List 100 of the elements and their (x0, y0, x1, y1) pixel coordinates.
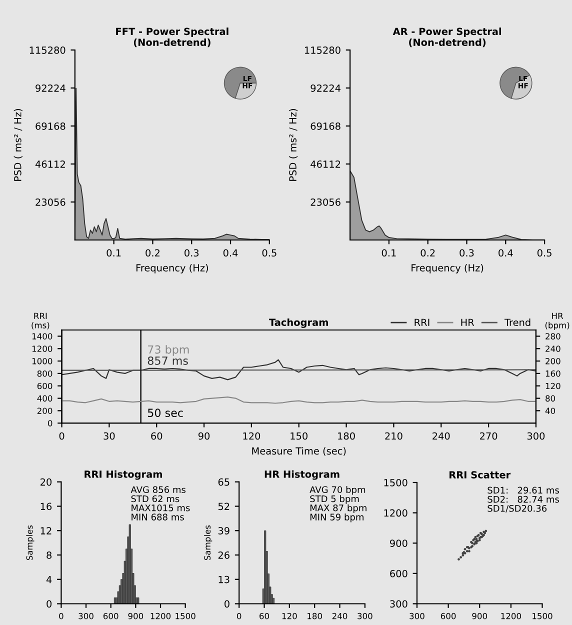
annotation: 73 bpm (148, 345, 189, 356)
x-axis-title: Frequency (Hz) (136, 264, 208, 274)
x-tick-label: 600 (440, 612, 456, 620)
x-tick-label: 900 (128, 612, 144, 620)
y-tick-label: 92224 (310, 84, 340, 92)
annotation: STD 62 ms (131, 495, 180, 502)
x-tick-label: 150 (290, 432, 308, 440)
annotation: SD2: 82.74 ms (488, 496, 559, 503)
y-tick-label: 115280 (30, 46, 66, 54)
chart-title: AR - Power Spectral (Non-detrend) (392, 28, 501, 48)
x-tick-label: 0.3 (184, 249, 199, 257)
y-tick-label: 200 (37, 408, 52, 414)
y2-tick-label: 80 (546, 395, 556, 402)
y-axis-title: PSD ( ms² / Hz) (288, 109, 298, 181)
x-tick-label: 300 (410, 612, 424, 620)
x-tick-label: 0.5 (262, 249, 276, 257)
y-axis-title: PSD ( ms² / Hz) (14, 109, 22, 181)
y-tick-label: 39 (218, 527, 230, 534)
x-tick-label: 0.1 (106, 249, 121, 257)
annotation: 857 ms (148, 356, 188, 365)
y-tick-label: 1000 (32, 358, 52, 364)
y-tick-label: 8 (46, 551, 52, 559)
y-tick-label: 600 (390, 570, 408, 578)
y-tick-label: 800 (37, 370, 52, 377)
x-tick-label: 1500 (176, 612, 196, 620)
x-tick-label: 0.1 (382, 249, 396, 257)
x-tick-label: 0.4 (223, 249, 238, 257)
chart-title: Tachogram (269, 318, 328, 328)
x-tick-label: 180 (338, 432, 355, 440)
y-tick-label: 13 (218, 576, 230, 584)
annotation: STD 5 bpm (310, 495, 359, 504)
annotation: MIN 59 bpm (310, 513, 364, 522)
y-tick-label: 46112 (35, 160, 65, 168)
y-axis-title: Samples (204, 525, 212, 560)
y-axis-title: Samples (26, 525, 34, 560)
x-tick-label: 120 (282, 612, 297, 620)
y-tick-label: 0 (224, 600, 230, 608)
x-tick-label: 60 (260, 612, 270, 620)
y2-tick-label: 120 (546, 382, 560, 390)
y-tick-label: 4 (46, 576, 52, 584)
x-tick-label: 240 (332, 612, 348, 620)
x-tick-label: 210 (385, 432, 402, 440)
x-tick-label: 0.3 (460, 249, 474, 257)
x-axis-title: Frequency (Hz) (412, 264, 484, 274)
x-tick-label: 1200 (501, 612, 521, 620)
x-tick-label: 300 (78, 612, 94, 620)
x-tick-label: 0 (236, 612, 242, 620)
y-tick-label: 52 (218, 502, 230, 510)
x-tick-label: 180 (308, 612, 322, 620)
y-tick-label: 1500 (384, 478, 408, 486)
x-tick-label: 600 (103, 612, 118, 620)
x-tick-label: 0.4 (498, 249, 513, 257)
y-tick-label: 0 (48, 420, 52, 426)
annotation: AVG 70 bpm (310, 486, 366, 495)
x-tick-label: 300 (527, 432, 545, 440)
annotation: MIN 688 ms (132, 514, 184, 520)
y-tick-label: 16 (40, 502, 52, 510)
annotation: SD1: 29.61 ms (488, 486, 559, 494)
y-tick-label: 26 (218, 551, 230, 559)
y-tick-label: 69168 (36, 122, 66, 130)
y2-tick-label: 280 (546, 333, 560, 340)
y-tick-label: 1200 (384, 509, 408, 517)
x-tick-label: 1500 (532, 612, 552, 620)
y-tick-label: 46112 (310, 160, 340, 168)
y-tick-label: 900 (390, 540, 408, 547)
x-tick-label: 30 (104, 432, 115, 440)
chart-title: RRI Scatter (450, 471, 511, 478)
y-tick-label: 12 (40, 527, 52, 534)
ref-line-label: 50 sec (148, 408, 183, 418)
legend-label: RRI (414, 318, 430, 326)
chart-title: FFT - Power Spectral (Non-detrend) (116, 28, 228, 48)
y-tick-label: 1200 (32, 346, 52, 352)
x-tick-label: 90 (198, 432, 210, 440)
x-tick-label: 300 (358, 612, 372, 620)
y2-tick-label: 160 (546, 370, 560, 377)
x-tick-label: 60 (151, 432, 162, 440)
y-tick-label: 20 (40, 478, 52, 486)
x-tick-label: 0.5 (537, 249, 552, 257)
y2-tick-label: 200 (546, 358, 560, 364)
x-tick-label: 270 (480, 432, 498, 440)
annotation: MAX 87 bpm (310, 504, 366, 514)
x-tick-label: 1200 (150, 612, 171, 620)
y-axis-title: RRI (ms) (32, 312, 50, 330)
y-tick-label: 400 (37, 395, 52, 402)
chart-title: RRI Histogram (84, 470, 162, 480)
x-tick-label: 900 (472, 612, 488, 620)
annotation: SD1/SD20.36 (488, 504, 547, 513)
y-tick-label: 65 (218, 478, 230, 486)
y-tick-label: 23056 (310, 198, 340, 206)
y-tick-label: 23056 (36, 198, 66, 206)
x-axis-title: Measure Time (sec) (252, 447, 346, 456)
y-tick-label: 600 (37, 382, 52, 390)
y-tick-label: 300 (390, 600, 408, 608)
x-tick-label: 0.2 (146, 249, 160, 257)
annotation: AVG 856 ms (130, 486, 186, 494)
x-tick-label: 0.2 (420, 249, 435, 257)
legend-label: HR (461, 318, 474, 326)
y-tick-label: 115280 (304, 46, 340, 54)
y2-axis-title: HR (bpm) (545, 312, 570, 330)
y-tick-label: 69168 (310, 122, 340, 130)
